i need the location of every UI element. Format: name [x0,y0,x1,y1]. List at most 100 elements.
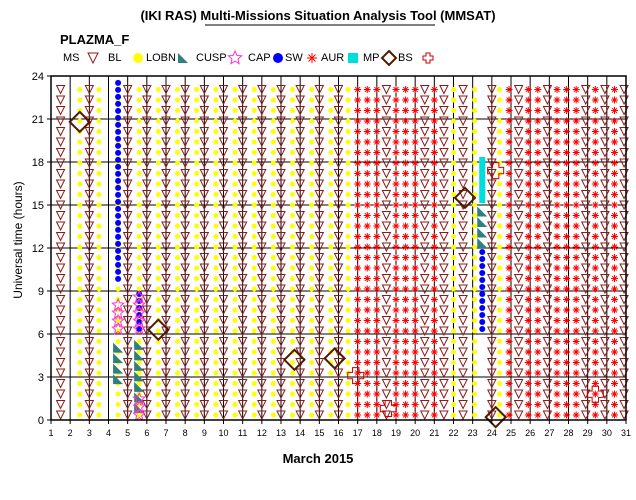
ms-marker [199,200,210,211]
sw-marker [534,254,542,261]
cap-marker [479,298,486,304]
legend-symbol [380,49,398,67]
bl-marker [251,349,257,355]
cap-marker [115,93,122,100]
sw-marker [524,401,532,408]
bl-marker [497,129,502,134]
ms-marker [542,116,553,127]
sw-marker [430,338,438,345]
ms-marker [295,379,305,389]
sw-marker [591,107,599,114]
sw-marker [354,285,362,293]
sw-marker [524,117,532,125]
ms-marker [580,305,591,316]
sw-marker [572,243,580,251]
ms-marker [600,190,610,200]
bl-marker [309,108,315,113]
ms-marker [381,169,392,179]
ms-marker [55,316,66,326]
cap-marker [479,319,486,325]
bl-marker [213,150,219,155]
legend-label: BL [108,52,121,64]
bl-marker [251,181,257,187]
ms-marker [458,263,468,274]
bl-marker [155,265,161,271]
bl-marker [270,297,276,302]
sw-marker [430,222,438,230]
ms-marker [161,116,171,127]
sw-marker [363,348,371,356]
bl-marker [194,213,200,218]
sw-marker [363,96,371,104]
sw-marker [591,254,599,261]
ms-marker [419,253,430,263]
sw-marker [373,296,381,303]
bl-marker [77,202,83,208]
bl-marker [345,349,351,355]
ms-marker [257,358,267,368]
ms-marker [180,179,190,190]
ms-marker [257,232,267,242]
ms-marker [419,274,430,284]
bl-marker [194,286,200,292]
bl-marker [232,223,238,229]
ms-marker [295,410,305,421]
ms-marker [314,137,325,148]
sw-marker [563,296,571,303]
sw-marker [591,170,599,177]
bl-marker [451,286,456,292]
sw-marker [553,117,561,125]
sw-marker [402,285,410,293]
sw-marker [373,170,381,177]
bl-marker [345,160,351,166]
bs-point [347,367,365,385]
sw-marker [572,180,580,188]
x-tick-label: 8 [183,428,188,438]
sw-marker [363,327,371,335]
cap-marker [136,326,143,332]
band-ms [439,85,449,421]
sw-marker [430,254,438,261]
sw-marker [591,201,599,209]
bl-marker [345,87,351,92]
bl-marker [251,339,257,344]
ms-marker [199,284,210,295]
bl-marker [251,213,257,218]
ms-marker [237,158,248,169]
bl-marker [213,202,219,208]
bl-marker [497,339,502,344]
sw-marker [411,222,419,230]
ms-marker [458,284,468,295]
bl-marker [232,360,238,365]
ms-marker [142,116,152,127]
bl-marker [96,402,102,407]
bl-marker [290,234,295,239]
bl-marker [472,160,478,166]
x-axis-ticks: 1 2 3 4 5 6 7 8 9 10 11 12 13 14 15 16 17 18 19 20 21 22 23 24 2… [48,420,631,438]
bl-marker [175,360,180,365]
sw-marker [392,212,400,219]
sw-marker [524,380,532,387]
bl-marker [251,171,257,176]
bl-marker [345,276,351,281]
bl-marker [472,139,478,145]
band-sw [505,86,513,419]
ms-marker [580,253,591,263]
ms-marker [276,211,286,221]
sw-marker [402,128,410,135]
bl-marker [136,286,142,292]
sw-marker [402,170,410,177]
sw-marker [534,359,542,366]
bl-marker [96,286,102,292]
bl-marker [175,255,180,260]
bl-marker [96,118,102,124]
bl-marker [155,139,161,145]
bl-marker [328,318,334,323]
ms-marker [381,305,392,316]
sw-marker [553,86,561,93]
bl-marker [497,234,502,239]
ms-marker [257,347,267,358]
ms-marker [257,274,267,284]
ms-marker [218,337,229,347]
